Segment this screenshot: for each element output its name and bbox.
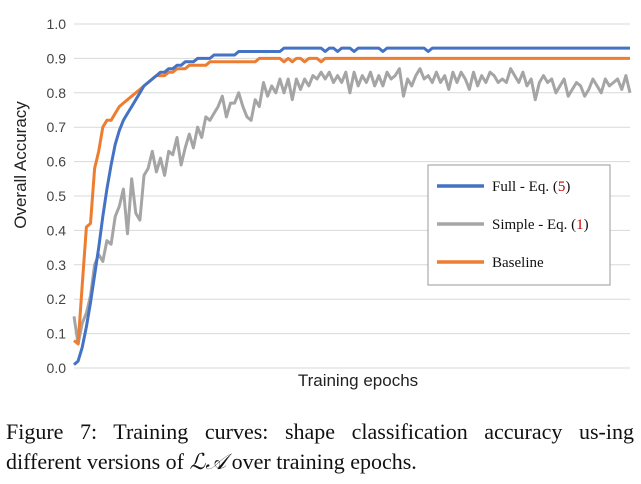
x-axis-title: Training epochs: [298, 371, 418, 390]
series-line-1: [72, 67, 632, 346]
series-lines: [72, 46, 632, 366]
y-tick-label: 0.7: [47, 119, 67, 135]
legend-label: Simple - Eq. (1): [492, 217, 589, 233]
y-tick-label: 0.1: [47, 326, 67, 342]
legend-label: Full - Eq. (5): [492, 179, 570, 195]
y-tick-label: 0.9: [47, 50, 67, 66]
y-tick-label: 0.3: [47, 257, 67, 273]
y-tick-label: 0.8: [47, 85, 67, 101]
y-axis-title: Overall Accuracy: [11, 101, 30, 229]
figure-caption: Figure 7: Training curves: shape classif…: [6, 417, 634, 477]
y-tick-labels: 0.0 0.1 0.2 0.3 0.4 0.5 0.6 0.7 0.8 0.9 1.0: [47, 16, 67, 376]
caption-math: ℒ𝒜: [189, 449, 227, 474]
series-line-2: [73, 56, 630, 346]
caption-text-end: over training epochs.: [226, 449, 417, 474]
legend: Full - Eq. (5) Simple - Eq. (1) Baseline: [427, 164, 611, 286]
y-tick-label: 0.4: [47, 222, 67, 238]
accuracy-chart: 0.0 0.1 0.2 0.3 0.4 0.5 0.6 0.7 0.8 0.9 1.0 Overal…: [11, 16, 632, 390]
series-line-0: [73, 46, 630, 366]
y-tick-label: 0.6: [47, 154, 67, 170]
y-tick-label: 0.2: [47, 291, 67, 307]
y-tick-label: 0.0: [47, 360, 67, 376]
y-tick-label: 1.0: [47, 16, 67, 32]
caption-text: Figure 7: Training curves: shape classif…: [6, 419, 634, 474]
y-tick-label: 0.5: [47, 188, 67, 204]
legend-label: Baseline: [492, 255, 544, 271]
